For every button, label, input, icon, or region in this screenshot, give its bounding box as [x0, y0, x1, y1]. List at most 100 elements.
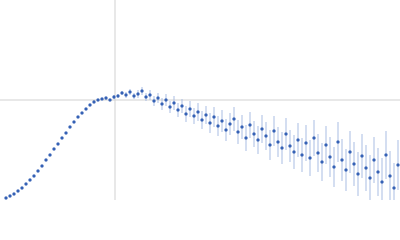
data-point: [112, 95, 116, 99]
data-point: [368, 176, 372, 180]
data-point: [24, 182, 28, 186]
data-point: [240, 125, 244, 129]
data-point: [264, 134, 268, 138]
data-point: [140, 89, 144, 93]
data-point: [32, 174, 36, 178]
data-point: [320, 160, 324, 164]
data-point: [376, 170, 380, 174]
data-point: [36, 169, 40, 173]
data-point: [396, 163, 400, 167]
data-point: [168, 105, 172, 109]
data-point: [304, 141, 308, 145]
data-point: [236, 130, 240, 134]
data-point: [360, 154, 364, 158]
data-point: [40, 164, 44, 168]
data-point: [208, 121, 212, 125]
data-point: [256, 138, 260, 142]
data-point: [72, 120, 76, 124]
data-point: [172, 101, 176, 105]
data-point: [372, 158, 376, 162]
data-point: [176, 108, 180, 112]
data-point: [96, 98, 100, 102]
data-point: [12, 192, 16, 196]
data-point: [4, 196, 8, 200]
data-point: [392, 186, 396, 190]
data-point: [92, 100, 96, 104]
data-point: [300, 153, 304, 157]
data-point: [148, 93, 152, 97]
data-point: [268, 143, 272, 147]
data-point: [244, 136, 248, 140]
data-point: [324, 143, 328, 147]
data-point: [248, 123, 252, 127]
data-point: [352, 162, 356, 166]
data-point: [364, 166, 368, 170]
data-point: [356, 172, 360, 176]
data-point: [60, 136, 64, 140]
data-point: [88, 103, 92, 107]
data-point: [188, 107, 192, 111]
data-point: [132, 94, 136, 98]
data-point: [312, 136, 316, 140]
data-point: [136, 92, 140, 96]
data-point: [276, 140, 280, 144]
data-point: [216, 124, 220, 128]
data-point: [344, 168, 348, 172]
data-point: [336, 140, 340, 144]
data-point: [28, 178, 32, 182]
data-point: [44, 158, 48, 162]
data-point: [260, 127, 264, 131]
data-point: [104, 96, 108, 100]
data-point: [76, 115, 80, 119]
data-point: [272, 129, 276, 133]
data-point: [228, 122, 232, 126]
data-point: [196, 110, 200, 114]
chart: [0, 0, 400, 200]
data-point: [64, 131, 68, 135]
data-point: [56, 142, 60, 146]
data-point: [80, 111, 84, 115]
data-point: [388, 174, 392, 178]
data-point: [288, 144, 292, 148]
data-point: [164, 98, 168, 102]
data-point: [224, 128, 228, 132]
data-point: [144, 95, 148, 99]
data-point: [184, 112, 188, 116]
data-point: [124, 93, 128, 97]
data-point: [284, 132, 288, 136]
data-point: [52, 147, 56, 151]
data-point: [316, 151, 320, 155]
data-point: [16, 189, 20, 193]
data-point: [108, 98, 112, 102]
data-point: [280, 146, 284, 150]
data-point: [232, 117, 236, 121]
data-point: [340, 158, 344, 162]
data-point: [384, 153, 388, 157]
data-point: [200, 118, 204, 122]
data-point: [204, 113, 208, 117]
data-point: [100, 97, 104, 101]
data-point: [84, 107, 88, 111]
data-point: [180, 104, 184, 108]
data-point: [328, 155, 332, 159]
data-point: [192, 114, 196, 118]
data-point: [156, 96, 160, 100]
data-point: [120, 91, 124, 95]
data-point: [308, 156, 312, 160]
data-point: [48, 153, 52, 157]
data-point: [128, 90, 132, 94]
data-point: [296, 138, 300, 142]
data-point: [292, 150, 296, 154]
data-point: [332, 165, 336, 169]
data-point: [68, 125, 72, 129]
data-point: [20, 186, 24, 190]
data-point: [380, 180, 384, 184]
data-point: [348, 150, 352, 154]
data-point: [212, 115, 216, 119]
data-point: [152, 99, 156, 103]
data-point: [160, 102, 164, 106]
data-point: [252, 132, 256, 136]
data-point: [116, 94, 120, 98]
data-point: [8, 194, 12, 198]
data-point: [220, 119, 224, 123]
